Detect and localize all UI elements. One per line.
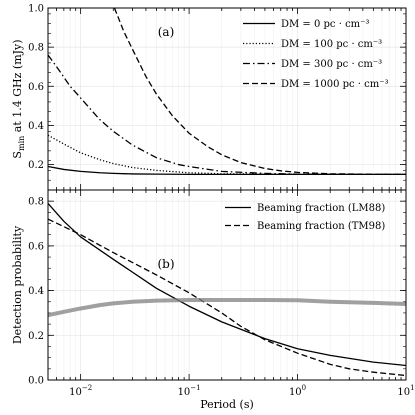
panel-tag: (b) bbox=[157, 257, 174, 271]
grid bbox=[47, 7, 407, 190]
legend-label: DM = 100 pc · cm⁻³ bbox=[281, 39, 382, 50]
x-tick-label: 10−1 bbox=[178, 384, 201, 398]
legend-label: DM = 0 pc · cm⁻³ bbox=[281, 19, 369, 30]
series-line-beaming-fraction-tm98- bbox=[48, 218, 406, 377]
y-tick-label: 0.6 bbox=[28, 241, 44, 252]
series-line-dm-300-pc-cm- bbox=[48, 54, 406, 175]
y-tick-label: 0.0 bbox=[28, 376, 44, 387]
legend-label: Beaming fraction (LM88) bbox=[257, 203, 385, 214]
panel-b: 0.00.20.40.60.810−2 10−1 100 101(b)Beaming … bbox=[28, 189, 415, 398]
x-tick-label-exponent: −2 bbox=[82, 384, 92, 392]
x-ticks bbox=[47, 190, 407, 380]
x-tick-label-exponent: 0 bbox=[302, 384, 306, 392]
grid bbox=[47, 190, 407, 381]
y-axis-label-sub: min bbox=[17, 136, 26, 151]
plot-frame bbox=[47, 7, 407, 191]
x-tick-label-base: 10 bbox=[289, 387, 302, 398]
plot-frame bbox=[47, 189, 407, 381]
x-tick-label-base: 10 bbox=[397, 387, 410, 398]
y-tick-label: 1.0 bbox=[28, 4, 44, 15]
y-tick-label: 0.2 bbox=[28, 160, 44, 171]
series-line-dm-100-pc-cm- bbox=[48, 134, 406, 175]
y-tick-label: 0.8 bbox=[28, 197, 44, 208]
legend-label: DM = 300 pc · cm⁻³ bbox=[281, 59, 382, 70]
series-line-dm-1000-pc-cm- bbox=[113, 8, 406, 175]
x-tick-label: 10−2 bbox=[69, 384, 92, 398]
y-tick-label: 0.2 bbox=[28, 331, 44, 342]
y-tick-label: 0.8 bbox=[28, 43, 44, 54]
y-axis-label-a: Smin at 1.4 GHz (mJy) bbox=[11, 39, 26, 158]
y-axis-label-rest: at 1.4 GHz (mJy) bbox=[11, 39, 24, 135]
x-tick-label-exponent: −1 bbox=[190, 384, 200, 392]
y-tick-label: 0.6 bbox=[28, 82, 44, 93]
x-tick-label-exponent: 1 bbox=[410, 384, 414, 392]
legend: Beaming fraction (LM88) Beaming fraction … bbox=[225, 203, 385, 232]
x-ticks bbox=[47, 8, 407, 190]
panel-tag: (a) bbox=[158, 25, 175, 39]
y-tick-label: 0.4 bbox=[28, 286, 44, 297]
x-tick-label-base: 10 bbox=[178, 387, 191, 398]
x-tick-label-base: 10 bbox=[69, 387, 82, 398]
y-axis-label-main: S bbox=[11, 151, 24, 159]
panel-a: 0.2 0.4 0.6 0.8 1.0 (a) DM = 0 pc · cm⁻³ DM = 1… bbox=[28, 4, 407, 191]
legend-label: DM = 1000 pc · cm⁻³ bbox=[281, 79, 389, 90]
x-tick-label: 100 bbox=[289, 384, 306, 398]
series-group bbox=[48, 202, 406, 377]
x-axis-label: Period (s) bbox=[200, 398, 254, 411]
y-axis-label-b: Detection probability bbox=[11, 225, 24, 344]
legend-label: Beaming fraction (TM98) bbox=[257, 221, 385, 232]
series-group bbox=[48, 8, 406, 175]
y-tick-label: 0.4 bbox=[28, 121, 44, 132]
x-tick-label: 101 bbox=[397, 384, 414, 398]
series-line-detection-probability bbox=[48, 297, 406, 318]
legend: DM = 0 pc · cm⁻³ DM = 100 pc · cm⁻³ DM = 3… bbox=[243, 19, 389, 90]
series-line-beaming-fraction-lm88- bbox=[48, 202, 406, 367]
